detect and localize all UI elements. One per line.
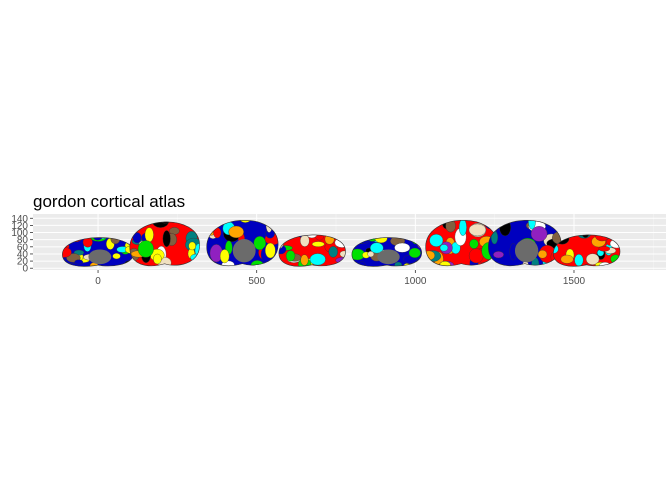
parcel bbox=[394, 242, 411, 253]
parcel bbox=[370, 242, 384, 254]
parcel bbox=[160, 221, 172, 224]
parcel bbox=[311, 241, 325, 247]
parcel bbox=[253, 236, 266, 251]
parcel bbox=[309, 253, 326, 266]
y-tick-label: 40 bbox=[17, 249, 29, 260]
parcel bbox=[162, 230, 171, 247]
brain-outline bbox=[553, 234, 621, 267]
y-tick-label: 0 bbox=[22, 264, 28, 275]
parcel bbox=[152, 221, 169, 228]
parcel bbox=[560, 254, 574, 264]
parcel bbox=[188, 241, 196, 251]
parcel bbox=[132, 232, 142, 244]
parcel bbox=[408, 247, 421, 258]
y-tick-label: 120 bbox=[11, 221, 28, 232]
x-axis: 0 500 1000 1500 bbox=[95, 270, 586, 287]
parcel bbox=[92, 237, 103, 241]
y-tick-label: 60 bbox=[17, 242, 29, 253]
chart-title: gordon cortical atlas bbox=[33, 192, 185, 211]
parcel bbox=[468, 248, 484, 264]
parcel bbox=[585, 253, 600, 265]
brain-left-medial-2 bbox=[278, 234, 346, 267]
parcel bbox=[530, 226, 548, 242]
parcel bbox=[137, 240, 154, 258]
medial-wall bbox=[88, 249, 112, 265]
medial-wall bbox=[232, 239, 256, 263]
parcel bbox=[493, 251, 504, 259]
x-tick-label: 0 bbox=[95, 276, 101, 287]
parcel bbox=[469, 239, 479, 249]
parcel bbox=[439, 244, 449, 252]
brain-outline bbox=[62, 237, 135, 267]
parcel bbox=[468, 223, 487, 237]
parcel bbox=[367, 251, 375, 258]
parcel bbox=[112, 253, 121, 260]
x-tick-label: 500 bbox=[248, 276, 265, 287]
parcel bbox=[153, 253, 162, 265]
parcel bbox=[598, 246, 611, 252]
x-tick-label: 1000 bbox=[404, 276, 427, 287]
y-tick-label: 20 bbox=[17, 257, 29, 268]
parcel bbox=[445, 220, 456, 233]
parcel bbox=[458, 220, 467, 236]
parcel bbox=[574, 254, 584, 267]
parcel bbox=[528, 220, 536, 230]
parcel bbox=[74, 259, 84, 265]
parcel bbox=[300, 234, 310, 247]
parcel bbox=[228, 225, 244, 239]
brain-outline bbox=[129, 221, 200, 267]
brain-outline bbox=[278, 234, 346, 267]
parcel bbox=[300, 254, 309, 266]
parcel bbox=[358, 261, 366, 267]
parcel bbox=[144, 227, 154, 243]
y-tick-label: 140 bbox=[11, 214, 28, 225]
parcel bbox=[96, 237, 108, 240]
brain-outline bbox=[206, 220, 279, 267]
y-tick-label: 100 bbox=[11, 228, 28, 239]
brain-outline bbox=[351, 237, 422, 267]
parcel bbox=[328, 246, 338, 258]
medial-wall bbox=[377, 249, 400, 265]
parcel bbox=[305, 234, 318, 239]
parcel bbox=[90, 237, 107, 242]
parcel bbox=[537, 249, 548, 259]
parcel bbox=[285, 250, 296, 262]
parcel bbox=[82, 237, 93, 248]
medial-wall bbox=[514, 239, 539, 263]
parcel bbox=[219, 249, 230, 264]
y-tick-label: 80 bbox=[17, 235, 29, 246]
x-tick-label: 1500 bbox=[563, 276, 586, 287]
parcel bbox=[265, 242, 276, 259]
parcel bbox=[429, 234, 444, 247]
